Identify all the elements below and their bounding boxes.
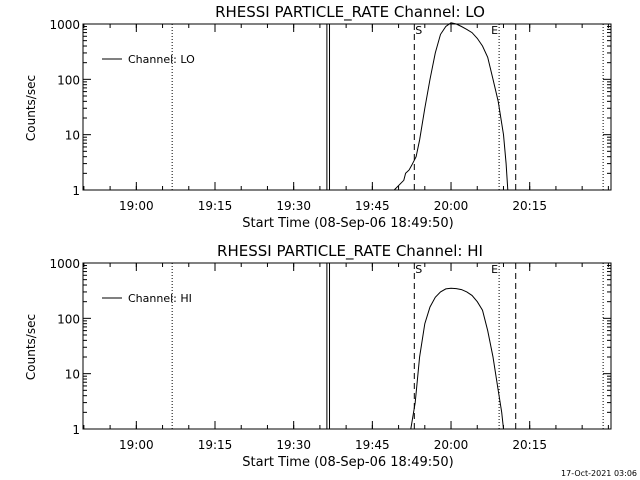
x-tick-label: 20:00 xyxy=(434,438,469,452)
y-tick-label: 10 xyxy=(65,129,80,143)
y-tick-label: 100 xyxy=(57,312,80,326)
y-axis-label: Counts/sec xyxy=(24,75,38,141)
y-tick-label: 1000 xyxy=(49,18,80,32)
x-axis-label: Start Time (08-Sep-06 18:49:50) xyxy=(242,216,453,231)
plot-frame xyxy=(82,23,612,191)
legend-entry-label: Channel: LO xyxy=(128,53,195,66)
plot-timestamp: 17-Oct-2021 03:06 xyxy=(561,469,637,478)
x-tick-label: 19:15 xyxy=(198,199,233,213)
x-tick-label: 19:00 xyxy=(119,438,154,452)
series-line xyxy=(393,22,509,191)
y-tick-label: 100 xyxy=(57,73,80,87)
chart-panel-lo: RHESSI PARTICLE_RATE Channel: LO Start T… xyxy=(24,3,612,231)
chart-panel-hi: RHESSI PARTICLE_RATE Channel: HI Start T… xyxy=(24,242,612,470)
y-axis-label: Counts/sec xyxy=(24,314,38,380)
event-marker-label: E xyxy=(491,263,498,276)
event-marker-label: S xyxy=(415,263,422,276)
chart-title: RHESSI PARTICLE_RATE Channel: LO xyxy=(215,3,485,22)
legend-entry-label: Channel: HI xyxy=(128,292,192,305)
x-tick-label: 19:45 xyxy=(355,199,390,213)
event-marker-label: S xyxy=(415,24,422,37)
y-tick-label: 1 xyxy=(72,184,80,198)
series-line xyxy=(410,287,504,430)
x-tick-label: 19:00 xyxy=(119,199,154,213)
y-tick-label: 10 xyxy=(65,368,80,382)
plot-frame xyxy=(82,262,612,430)
event-marker-label: E xyxy=(491,24,498,37)
x-tick-label: 19:30 xyxy=(276,438,311,452)
x-tick-label: 20:00 xyxy=(434,199,469,213)
y-tick-label: 1 xyxy=(72,423,80,437)
x-tick-label: 20:15 xyxy=(512,199,547,213)
x-axis-label: Start Time (08-Sep-06 18:49:50) xyxy=(242,455,453,470)
x-tick-label: 19:30 xyxy=(276,199,311,213)
x-tick-label: 19:45 xyxy=(355,438,390,452)
x-tick-label: 20:15 xyxy=(512,438,547,452)
y-tick-label: 1000 xyxy=(49,257,80,271)
x-tick-label: 19:15 xyxy=(198,438,233,452)
chart-title: RHESSI PARTICLE_RATE Channel: HI xyxy=(217,242,483,261)
